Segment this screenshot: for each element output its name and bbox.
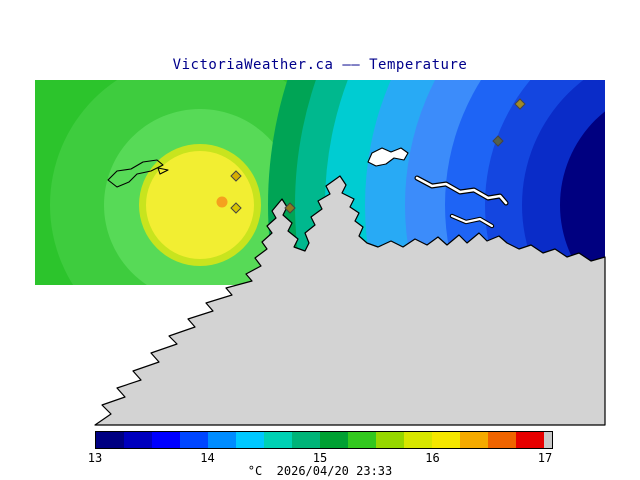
warm-core-yellow [146,151,254,259]
station-markers [216,98,526,214]
island-outline-left [107,159,169,188]
station-diamond-icon [230,202,242,214]
station-diamond-icon [492,135,504,147]
colorbar-segment [292,432,320,448]
colorbar-segment [208,432,236,448]
channel-white-small [450,214,494,228]
colorbar-tick-label: 16 [425,451,440,465]
colorbar-segment [96,432,124,448]
colorbar-segment [516,432,544,448]
colorbar-tick-label: 15 [312,451,328,465]
station-diamond-icon [230,170,242,182]
colorbar-segment [152,432,180,448]
colorbar-tick-label: 17 [537,451,553,465]
land-region [94,175,606,426]
colorbar-segment [264,432,292,448]
colorbar-segment [236,432,264,448]
colorbar-segment [432,432,460,448]
cool-band-darknavy [560,111,605,285]
station-dot-icon [216,196,228,208]
colorbar [95,431,553,449]
colorbar-segment [488,432,516,448]
colorbar-segment [404,432,432,448]
colorbar-segment [376,432,404,448]
island-white-upper [367,147,409,167]
colorbar-tick-label: 13 [87,451,103,465]
station-diamond-icon [514,98,526,110]
page-title: VictoriaWeather.ca —— Temperature [172,57,468,73]
colorbar-overflow-cap [544,432,552,448]
colorbar-segment [348,432,376,448]
colorbar-segment [124,432,152,448]
colorbar-caption: °C 2026/04/20 23:33 [247,464,393,478]
station-diamond-icon [284,202,296,214]
channel-white [415,176,508,205]
colorbar-tick-row: 13 14 15 16 17 [0,451,640,465]
colorbar-tick-label: 14 [200,451,215,465]
colorbar-segment [460,432,488,448]
colorbar-segment [320,432,348,448]
colorbar-segment [180,432,208,448]
